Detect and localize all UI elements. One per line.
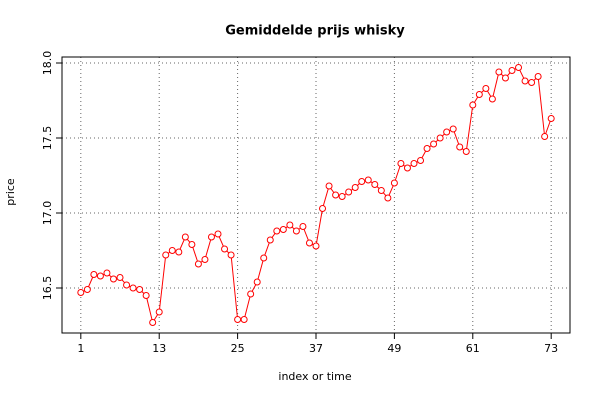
- data-point: [547, 115, 555, 122]
- x-tick-label: 73: [544, 342, 558, 355]
- data-point: [508, 67, 516, 74]
- data-point: [338, 193, 346, 200]
- data-point: [292, 227, 300, 235]
- x-tick-label: 61: [466, 342, 480, 355]
- data-point: [129, 284, 137, 292]
- x-tick-label: 1: [77, 342, 84, 355]
- data-point: [305, 239, 313, 247]
- data-point: [443, 128, 451, 136]
- data-point: [534, 73, 542, 80]
- data-point: [475, 91, 483, 98]
- data-point: [279, 226, 287, 233]
- data-point: [456, 143, 464, 151]
- data-point: [116, 274, 124, 281]
- data-point: [175, 248, 183, 256]
- chart-title: Gemiddelde prijs whisky: [225, 24, 405, 39]
- data-point: [77, 289, 85, 296]
- data-point: [168, 247, 176, 254]
- data-point: [436, 134, 444, 142]
- data-point: [430, 140, 438, 148]
- data-point: [266, 236, 274, 244]
- data-point: [109, 275, 117, 283]
- y-tick-label: 17.5: [41, 126, 54, 151]
- data-point: [123, 281, 131, 289]
- y-tick-label: 16.5: [41, 276, 54, 301]
- data-point: [299, 223, 307, 230]
- y-tick-label: 18.0: [41, 51, 54, 76]
- data-point: [260, 254, 268, 262]
- data-point: [482, 85, 490, 92]
- data-point: [495, 68, 503, 76]
- y-axis-label: price: [4, 178, 17, 206]
- data-point: [240, 316, 248, 323]
- data-point: [273, 227, 281, 235]
- data-point: [364, 176, 372, 184]
- data-point: [390, 179, 398, 187]
- data-point: [234, 316, 242, 323]
- data-point: [469, 101, 477, 109]
- data-point: [181, 233, 189, 241]
- data-point: [227, 251, 235, 259]
- data-point: [462, 148, 470, 155]
- data-point: [188, 241, 196, 248]
- data-point: [358, 178, 366, 185]
- data-point: [247, 290, 255, 298]
- data-point: [488, 95, 496, 103]
- data-point: [201, 256, 209, 263]
- data-point: [541, 133, 549, 140]
- data-point: [103, 269, 111, 277]
- data-point: [345, 188, 353, 196]
- data-point: [194, 260, 202, 268]
- data-point: [449, 125, 457, 133]
- data-point: [83, 286, 91, 293]
- data-point: [403, 164, 411, 172]
- data-point: [351, 184, 359, 191]
- data-point: [142, 292, 150, 299]
- data-point: [417, 157, 425, 164]
- data-point: [221, 245, 229, 253]
- data-point: [312, 242, 320, 250]
- data-point: [515, 64, 523, 71]
- x-tick-label: 13: [152, 342, 166, 355]
- plot-frame: [61, 56, 571, 334]
- data-point: [423, 145, 431, 152]
- x-axis-label: index or time: [278, 370, 351, 383]
- data-point: [332, 191, 340, 199]
- data-point: [521, 77, 529, 85]
- data-point: [325, 182, 333, 190]
- data-point: [90, 271, 98, 278]
- data-point: [286, 221, 294, 229]
- data-point: [397, 160, 405, 167]
- data-point: [214, 230, 222, 238]
- data-point: [136, 286, 144, 293]
- data-point: [377, 187, 385, 194]
- data-point: [528, 79, 536, 86]
- data-point: [207, 233, 215, 241]
- data-point: [162, 251, 170, 259]
- data-point: [384, 194, 392, 202]
- data-point: [155, 308, 163, 316]
- data-point: [410, 160, 418, 167]
- data-point: [319, 205, 327, 212]
- data-point: [371, 181, 379, 188]
- x-tick-label: 25: [231, 342, 245, 355]
- data-point: [96, 272, 104, 280]
- x-tick-label: 49: [387, 342, 401, 355]
- x-tick-label: 37: [309, 342, 323, 355]
- data-point: [501, 74, 509, 82]
- data-point: [253, 278, 261, 286]
- y-tick-label: 17.0: [41, 201, 54, 226]
- data-point: [149, 319, 157, 326]
